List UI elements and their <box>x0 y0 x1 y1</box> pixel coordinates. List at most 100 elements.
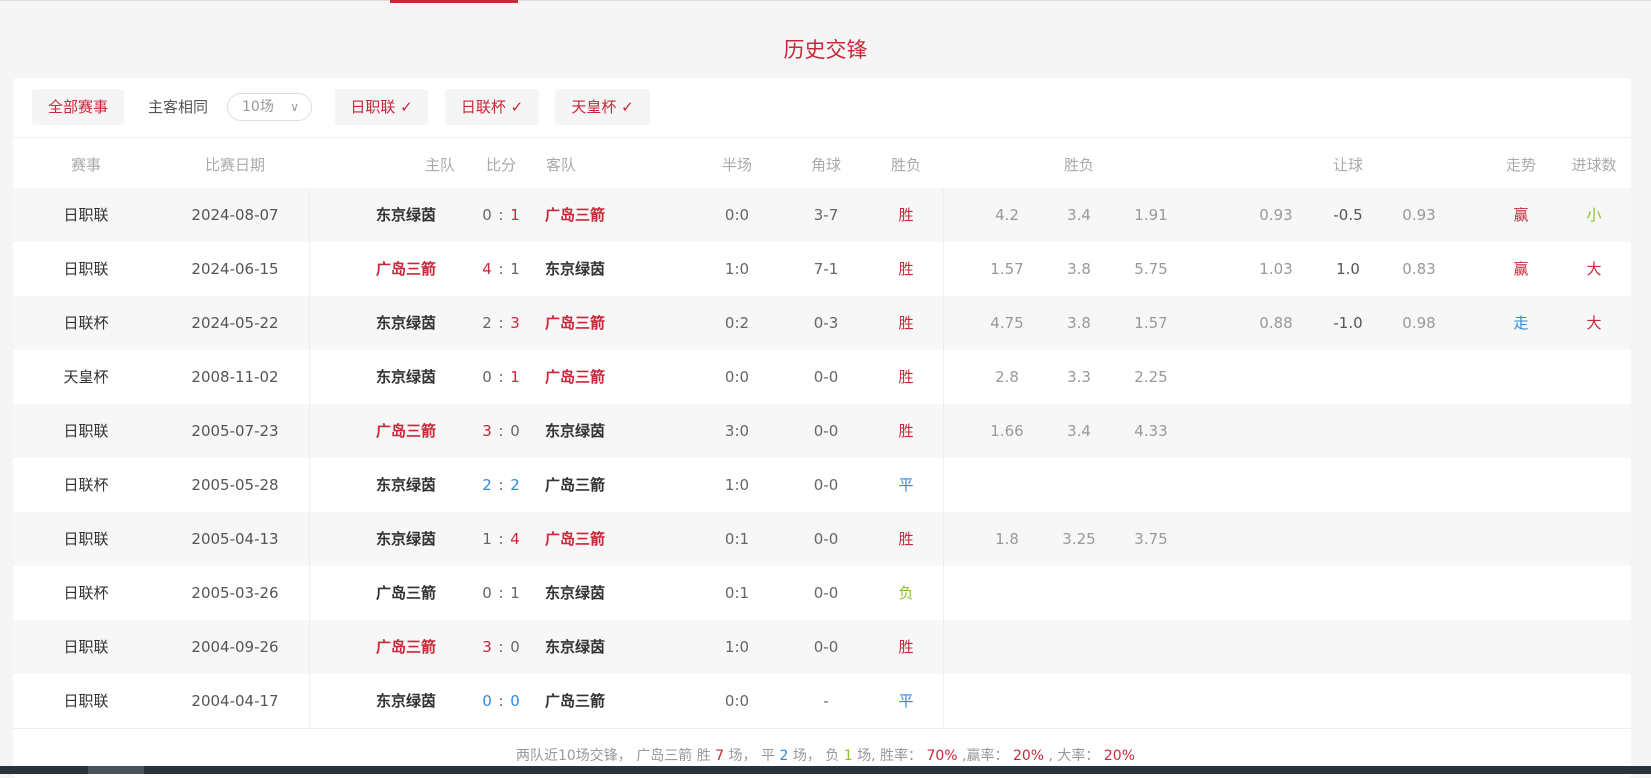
result-cell: 胜 <box>898 638 914 656</box>
summary-wins: 7 <box>715 748 725 764</box>
away-team[interactable]: 东京绿茵 <box>545 638 606 656</box>
odds-cell: 2.8 <box>995 368 1019 386</box>
header-score: 比分 <box>485 156 517 174</box>
score-separator: : <box>498 692 504 710</box>
result-cell: 胜 <box>898 260 914 278</box>
top-border <box>0 0 1651 1</box>
league-cell: 日联杯 <box>63 476 109 494</box>
filter-emperors-cup[interactable]: 天皇杯 ✓ <box>555 89 650 125</box>
summary-text: 场， 平 <box>728 748 775 764</box>
same-home-away-toggle[interactable]: 主客相同 <box>148 98 209 116</box>
away-team[interactable]: 广岛三箭 <box>545 476 606 494</box>
goals-cell: 大 <box>1586 260 1602 278</box>
horizontal-scrollbar[interactable] <box>0 766 1651 774</box>
home-team[interactable]: 广岛三箭 <box>375 260 436 278</box>
column-divider <box>309 188 310 728</box>
date-cell: 2005-04-13 <box>191 530 279 548</box>
league-cell: 日职联 <box>63 530 109 548</box>
goals-cell: 小 <box>1586 206 1602 224</box>
score-separator: : <box>498 638 504 656</box>
corner-cell: 0-0 <box>813 422 839 440</box>
header-half: 半场 <box>721 156 753 174</box>
home-team[interactable]: 东京绿茵 <box>375 692 436 710</box>
home-score: 3 <box>482 638 492 656</box>
goals-cell: 大 <box>1586 314 1602 332</box>
header-away: 客队 <box>545 156 577 174</box>
summary-handicap-rate: 20% <box>1012 748 1045 764</box>
summary-draws: 2 <box>779 748 789 764</box>
home-score: 3 <box>482 422 492 440</box>
odds-cell: 1.91 <box>1134 206 1168 224</box>
corner-cell: 7-1 <box>813 260 839 278</box>
table-row: 日职联 2005-07-23 广岛三箭 3:0 东京绿茵 3:0 0-0 胜 1.66 3.4 4.… <box>13 404 1631 458</box>
corner-cell: 3-7 <box>813 206 839 224</box>
filter-bar: 全部赛事 主客相同 10场 ∨ 日职联 ✓ 日联杯 ✓ 天皇杯 ✓ <box>13 78 1631 138</box>
home-team[interactable]: 东京绿茵 <box>375 476 436 494</box>
trend-cell: 赢 <box>1513 206 1529 224</box>
corner-cell: 0-0 <box>813 638 839 656</box>
away-team[interactable]: 广岛三箭 <box>545 368 606 386</box>
away-team[interactable]: 广岛三箭 <box>545 692 606 710</box>
result-cell: 平 <box>898 692 914 710</box>
home-team[interactable]: 广岛三箭 <box>375 584 436 602</box>
odds-cell: 5.75 <box>1134 260 1168 278</box>
table-row: 日职联 2005-04-13 东京绿茵 1:4 广岛三箭 0:1 0-0 胜 1.8 3.25 3.… <box>13 512 1631 566</box>
handicap-cell: -1.0 <box>1333 314 1363 332</box>
home-team[interactable]: 东京绿茵 <box>375 206 436 224</box>
away-score: 2 <box>510 476 520 494</box>
home-team[interactable]: 广岛三箭 <box>375 638 436 656</box>
corner-cell: 0-0 <box>813 530 839 548</box>
date-cell: 2024-05-22 <box>191 314 279 332</box>
result-cell: 平 <box>898 476 914 494</box>
league-cell: 日职联 <box>63 638 109 656</box>
odds-cell: 3.4 <box>1067 206 1091 224</box>
score-separator: : <box>498 314 504 332</box>
handicap-cell: 0.98 <box>1402 314 1436 332</box>
halftime-cell: 0:0 <box>724 692 750 710</box>
away-team[interactable]: 东京绿茵 <box>545 260 606 278</box>
home-team[interactable]: 东京绿茵 <box>375 314 436 332</box>
odds-cell: 3.3 <box>1067 368 1091 386</box>
league-cell: 天皇杯 <box>63 368 109 386</box>
date-cell: 2005-05-28 <box>191 476 279 494</box>
corner-cell: 0-0 <box>813 368 839 386</box>
home-team[interactable]: 东京绿茵 <box>375 368 436 386</box>
result-cell: 胜 <box>898 206 914 224</box>
league-cell: 日职联 <box>63 422 109 440</box>
home-score: 1 <box>482 530 492 548</box>
home-score: 0 <box>482 692 492 710</box>
away-score: 0 <box>510 692 520 710</box>
match-count-select[interactable]: 10场 ∨ <box>227 93 312 121</box>
home-team[interactable]: 东京绿茵 <box>375 530 436 548</box>
date-cell: 2004-04-17 <box>191 692 279 710</box>
halftime-cell: 0:2 <box>724 314 750 332</box>
away-team[interactable]: 东京绿茵 <box>545 422 606 440</box>
home-score: 2 <box>482 314 492 332</box>
home-team[interactable]: 广岛三箭 <box>375 422 436 440</box>
active-tab-indicator <box>390 0 518 3</box>
away-score: 0 <box>510 638 520 656</box>
home-score: 0 <box>482 206 492 224</box>
halftime-cell: 0:1 <box>724 530 750 548</box>
date-cell: 2004-09-26 <box>191 638 279 656</box>
filter-league-cup[interactable]: 日联杯 ✓ <box>445 89 539 125</box>
result-cell: 负 <box>898 584 914 602</box>
date-cell: 2005-07-23 <box>191 422 279 440</box>
all-competitions-button[interactable]: 全部赛事 <box>32 89 124 125</box>
away-score: 3 <box>510 314 520 332</box>
score-separator: : <box>498 206 504 224</box>
away-team[interactable]: 广岛三箭 <box>545 314 606 332</box>
away-team[interactable]: 广岛三箭 <box>545 530 606 548</box>
away-team[interactable]: 东京绿茵 <box>545 584 606 602</box>
handicap-cell: 1.03 <box>1259 260 1293 278</box>
odds-cell: 3.8 <box>1067 314 1091 332</box>
away-score: 1 <box>510 260 520 278</box>
date-cell: 2008-11-02 <box>191 368 279 386</box>
filter-j-league[interactable]: 日职联 ✓ <box>335 89 428 125</box>
halftime-cell: 1:0 <box>724 260 750 278</box>
away-team[interactable]: 广岛三箭 <box>545 206 606 224</box>
scrollbar-thumb[interactable] <box>88 766 144 774</box>
league-cell: 日联杯 <box>63 584 109 602</box>
handicap-cell: 0.93 <box>1259 206 1293 224</box>
odds-cell: 4.75 <box>990 314 1024 332</box>
